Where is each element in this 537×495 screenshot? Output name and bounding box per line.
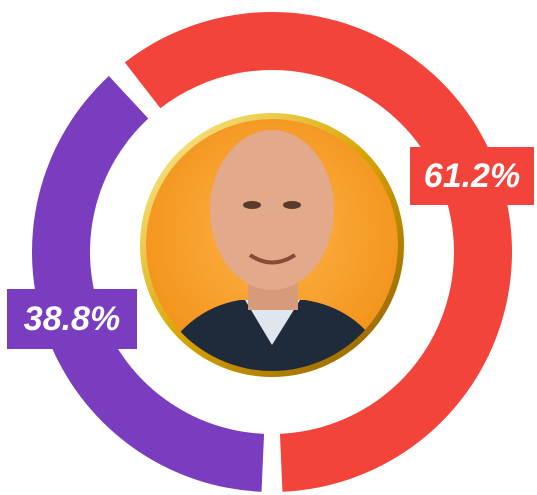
center-photo	[140, 113, 404, 380]
page: 38.8%61.2% (() => { const data = JSON.pa…	[0, 0, 537, 495]
value-label: 61.2%	[424, 157, 520, 195]
eye	[243, 201, 261, 209]
eye	[283, 201, 301, 209]
value-label: 38.8%	[24, 300, 120, 338]
face	[210, 130, 334, 290]
chart: 38.8% 61.2%	[0, 0, 537, 495]
